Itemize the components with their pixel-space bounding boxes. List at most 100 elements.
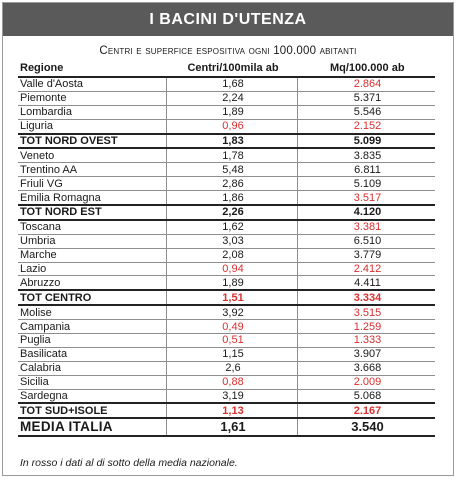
region-cell: Sardegna bbox=[18, 389, 167, 405]
subtitle: Centri e superfice espositiva ogni 100.0… bbox=[99, 45, 357, 57]
title-bar: I BACINI D'UTENZA bbox=[3, 3, 453, 36]
header-centri: Centri/100mila ab bbox=[166, 62, 298, 78]
centri-cell: 0,94 bbox=[166, 262, 298, 277]
region-cell: Valle d'Aosta bbox=[18, 77, 167, 92]
region-cell: Sicilia bbox=[18, 375, 167, 390]
centri-cell: 1,13 bbox=[166, 403, 298, 420]
centri-cell: 1,62 bbox=[166, 219, 298, 235]
region-cell: Lazio bbox=[18, 262, 167, 277]
table-header-row: Regione Centri/100mila ab Mq/100.000 ab bbox=[18, 62, 435, 78]
media-centri: 1,61 bbox=[166, 418, 298, 438]
table-row: Campania 0,49 1.259 bbox=[18, 319, 435, 335]
table-row: Toscana 1,62 3.381 bbox=[18, 219, 435, 235]
centri-cell: 0,49 bbox=[166, 319, 298, 335]
mq-cell: 5.109 bbox=[297, 176, 435, 192]
region-cell: Piemonte bbox=[18, 91, 167, 106]
mq-cell: 3.517 bbox=[297, 190, 435, 207]
table-row: Sicilia 0,88 2.009 bbox=[18, 375, 435, 390]
region-cell: TOT SUD+ISOLE bbox=[18, 403, 167, 420]
region-cell: Emilia Romagna bbox=[18, 190, 167, 207]
mq-cell: 5.371 bbox=[297, 91, 435, 106]
table-total-row: TOT SUD+ISOLE 1,13 2.167 bbox=[18, 403, 435, 420]
table-total-row: TOT NORD EST 2,26 4.120 bbox=[18, 205, 435, 221]
page-title: I BACINI D'UTENZA bbox=[149, 10, 307, 28]
media-mq: 3.540 bbox=[297, 418, 435, 438]
table-row: Calabria 2,6 3.668 bbox=[18, 361, 435, 376]
table-row: Liguria 0,96 2.152 bbox=[18, 119, 435, 135]
region-cell: Trentino AA bbox=[18, 162, 167, 178]
centri-cell: 1,89 bbox=[166, 275, 298, 292]
region-cell: Marche bbox=[18, 248, 167, 263]
centri-cell: 1,89 bbox=[166, 105, 298, 120]
region-cell: Molise bbox=[18, 305, 167, 321]
region-cell: Friuli VG bbox=[18, 176, 167, 192]
mq-cell: 4.120 bbox=[297, 205, 435, 221]
table-row: Lombardia 1,89 5.546 bbox=[18, 105, 435, 120]
data-table: Regione Centri/100mila ab Mq/100.000 ab … bbox=[18, 62, 435, 438]
region-cell: Abruzzo bbox=[18, 275, 167, 292]
header-regione: Regione bbox=[18, 62, 167, 78]
centri-cell: 2,86 bbox=[166, 176, 298, 192]
footnote: In rosso i dati al di sotto della media … bbox=[20, 457, 238, 469]
mq-cell: 5.546 bbox=[297, 105, 435, 120]
table-row: Friuli VG 2,86 5.109 bbox=[18, 176, 435, 192]
centri-cell: 0,96 bbox=[166, 119, 298, 135]
mq-cell: 2.412 bbox=[297, 262, 435, 277]
centri-cell: 1,15 bbox=[166, 347, 298, 362]
centri-cell: 2,26 bbox=[166, 205, 298, 221]
centri-cell: 3,03 bbox=[166, 234, 298, 249]
table-row: Sardegna 3,19 5.068 bbox=[18, 389, 435, 405]
table-row: Trentino AA 5,48 6.811 bbox=[18, 162, 435, 178]
media-label: MEDIA ITALIA bbox=[18, 418, 167, 438]
table-row: Emilia Romagna 1,86 3.517 bbox=[18, 190, 435, 207]
mq-cell: 6.811 bbox=[297, 162, 435, 178]
region-cell: TOT NORD OVEST bbox=[18, 133, 167, 150]
table-row: Puglia 0,51 1.333 bbox=[18, 333, 435, 348]
mq-cell: 3.907 bbox=[297, 347, 435, 362]
centri-cell: 2,24 bbox=[166, 91, 298, 106]
mq-cell: 6.510 bbox=[297, 234, 435, 249]
centri-cell: 3,19 bbox=[166, 389, 298, 405]
table-row: Umbria 3,03 6.510 bbox=[18, 234, 435, 249]
region-cell: Campania bbox=[18, 319, 167, 335]
mq-cell: 1.259 bbox=[297, 319, 435, 335]
region-cell: Puglia bbox=[18, 333, 167, 348]
table-body: Valle d'Aosta 1,68 2.864 Piemonte 2,24 5.371 L… bbox=[18, 77, 435, 438]
centri-cell: 1,78 bbox=[166, 148, 298, 164]
mq-cell: 4.411 bbox=[297, 275, 435, 292]
mq-cell: 1.333 bbox=[297, 333, 435, 348]
mq-cell: 3.835 bbox=[297, 148, 435, 164]
region-cell: TOT CENTRO bbox=[18, 290, 167, 307]
table-row: Piemonte 2,24 5.371 bbox=[18, 91, 435, 106]
region-cell: Umbria bbox=[18, 234, 167, 249]
mq-cell: 2.864 bbox=[297, 77, 435, 92]
table-row: Basilicata 1,15 3.907 bbox=[18, 347, 435, 362]
region-cell: Veneto bbox=[18, 148, 167, 164]
mq-cell: 3.515 bbox=[297, 305, 435, 321]
region-cell: Liguria bbox=[18, 119, 167, 135]
mq-cell: 3.381 bbox=[297, 219, 435, 235]
centri-cell: 0,51 bbox=[166, 333, 298, 348]
centri-cell: 3,92 bbox=[166, 305, 298, 321]
centri-cell: 2,08 bbox=[166, 248, 298, 263]
table-row: Molise 3,92 3.515 bbox=[18, 305, 435, 321]
mq-cell: 2.152 bbox=[297, 119, 435, 135]
mq-cell: 3.668 bbox=[297, 361, 435, 376]
mq-cell: 5.068 bbox=[297, 389, 435, 405]
mq-cell: 5.099 bbox=[297, 133, 435, 150]
mq-cell: 3.334 bbox=[297, 290, 435, 307]
header-mq: Mq/100.000 ab bbox=[297, 62, 435, 78]
centri-cell: 5,48 bbox=[166, 162, 298, 178]
table-row: Abruzzo 1,89 4.411 bbox=[18, 275, 435, 292]
centri-cell: 2,6 bbox=[166, 361, 298, 376]
mq-cell: 2.167 bbox=[297, 403, 435, 420]
table-total-row: TOT CENTRO 1,51 3.334 bbox=[18, 290, 435, 307]
region-cell: Basilicata bbox=[18, 347, 167, 362]
table-total-row: TOT NORD OVEST 1,83 5.099 bbox=[18, 133, 435, 150]
region-cell: TOT NORD EST bbox=[18, 205, 167, 221]
region-cell: Lombardia bbox=[18, 105, 167, 120]
mq-cell: 3.779 bbox=[297, 248, 435, 263]
region-cell: Toscana bbox=[18, 219, 167, 235]
centri-cell: 1,86 bbox=[166, 190, 298, 207]
centri-cell: 0,88 bbox=[166, 375, 298, 390]
